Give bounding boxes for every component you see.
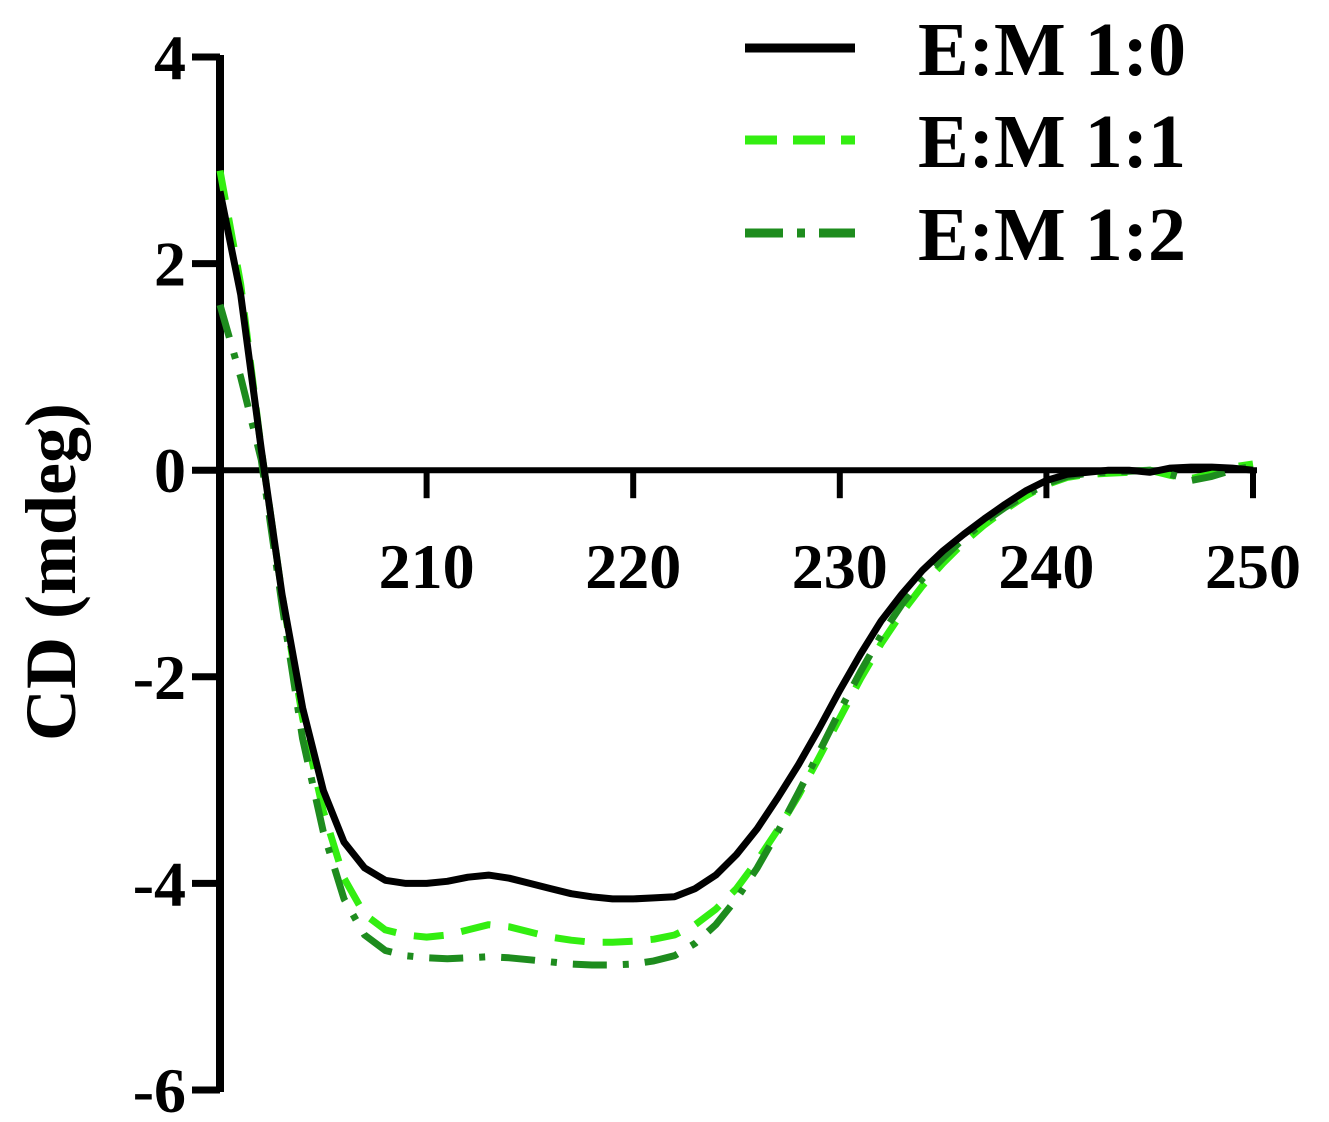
x-tick-label: 230 xyxy=(792,531,888,602)
series-layer xyxy=(216,169,1254,969)
y-tick-label: -4 xyxy=(133,848,186,919)
x-tick-label: 220 xyxy=(585,531,681,602)
y-tick-label: -6 xyxy=(133,1055,186,1122)
legend-label: E:M 1:2 xyxy=(918,193,1186,277)
series-line-2 xyxy=(216,169,1254,946)
x-tick-label: 240 xyxy=(998,531,1094,602)
y-axis-label: CD (mdeg) xyxy=(11,403,91,741)
series-line-3 xyxy=(216,303,1254,969)
series-line-1 xyxy=(216,190,1254,903)
axes: 4 2 0 -2 -4 -6 210 220 230 240 250 xyxy=(133,22,1301,1122)
legend: E:M 1:0E:M 1:1 E:M 1:2 xyxy=(745,8,1186,277)
legend-label: E:M 1:0 xyxy=(918,8,1186,92)
x-tick-label: 210 xyxy=(379,531,475,602)
y-tick-label: 0 xyxy=(154,435,186,506)
y-tick-label: -2 xyxy=(133,642,186,713)
x-tick-label: 250 xyxy=(1205,531,1301,602)
legend-label: E:M 1:1 xyxy=(918,100,1186,184)
y-tick-label: 2 xyxy=(154,229,186,300)
y-tick-label: 4 xyxy=(154,22,186,93)
